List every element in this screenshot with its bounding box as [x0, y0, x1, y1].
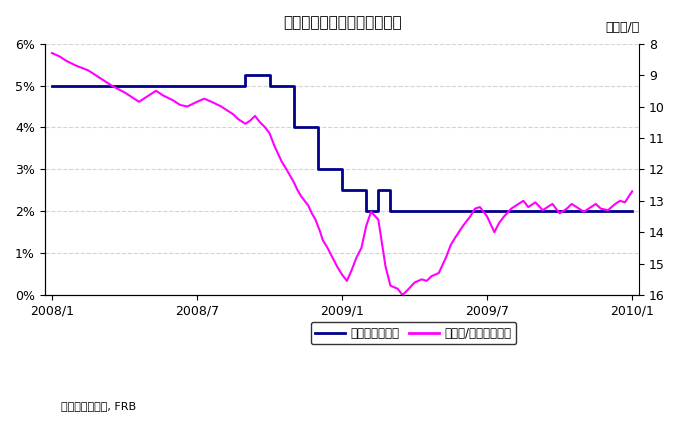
韓国の政策金利: [313, 125, 322, 130]
韓国の政策金利: [362, 188, 371, 193]
韓国の政策金利: [362, 209, 371, 214]
韓国の政策金利: [338, 167, 346, 172]
韓国の政策金利: [265, 83, 273, 88]
韓国の政策金利: [628, 209, 636, 214]
ウォン/円為替レート: [495, 220, 503, 225]
ウォン/円為替レート: [628, 189, 636, 194]
韓国の政策金利: [290, 125, 298, 130]
韓国の政策金利: [386, 209, 394, 214]
韓国の政策金利: [386, 188, 394, 193]
ウォン/円為替レート: [398, 292, 407, 297]
ウォン/円為替レート: [418, 277, 426, 282]
Text: ウォン/円: ウォン/円: [605, 21, 639, 34]
ウォン/円為替レート: [328, 255, 337, 260]
韓国の政策金利: [48, 83, 56, 88]
韓国の政策金利: [241, 83, 250, 88]
韓国の政策金利: [374, 209, 382, 214]
ウォン/円為替レート: [108, 83, 116, 89]
Line: ウォン/円為替レート: ウォン/円為替レート: [52, 53, 632, 295]
ウォン/円為替レート: [367, 209, 375, 214]
Title: 韓国の政策金利と為替レート: 韓国の政策金利と為替レート: [283, 15, 401, 30]
韓国の政策金利: [265, 72, 273, 77]
Line: 韓国の政策金利: 韓国の政策金利: [52, 75, 632, 211]
Legend: 韓国の政策金利, ウォン/円為替レート: 韓国の政策金利, ウォン/円為替レート: [311, 322, 516, 345]
韓国の政策金利: [241, 72, 250, 77]
ウォン/円為替レート: [48, 51, 56, 56]
韓国の政策金利: [313, 167, 322, 172]
韓国の政策金利: [290, 83, 298, 88]
韓国の政策金利: [338, 188, 346, 193]
Text: 出所：韓国銀行, FRB: 出所：韓国銀行, FRB: [61, 401, 136, 411]
韓国の政策金利: [374, 188, 382, 193]
ウォン/円為替レート: [128, 95, 136, 100]
